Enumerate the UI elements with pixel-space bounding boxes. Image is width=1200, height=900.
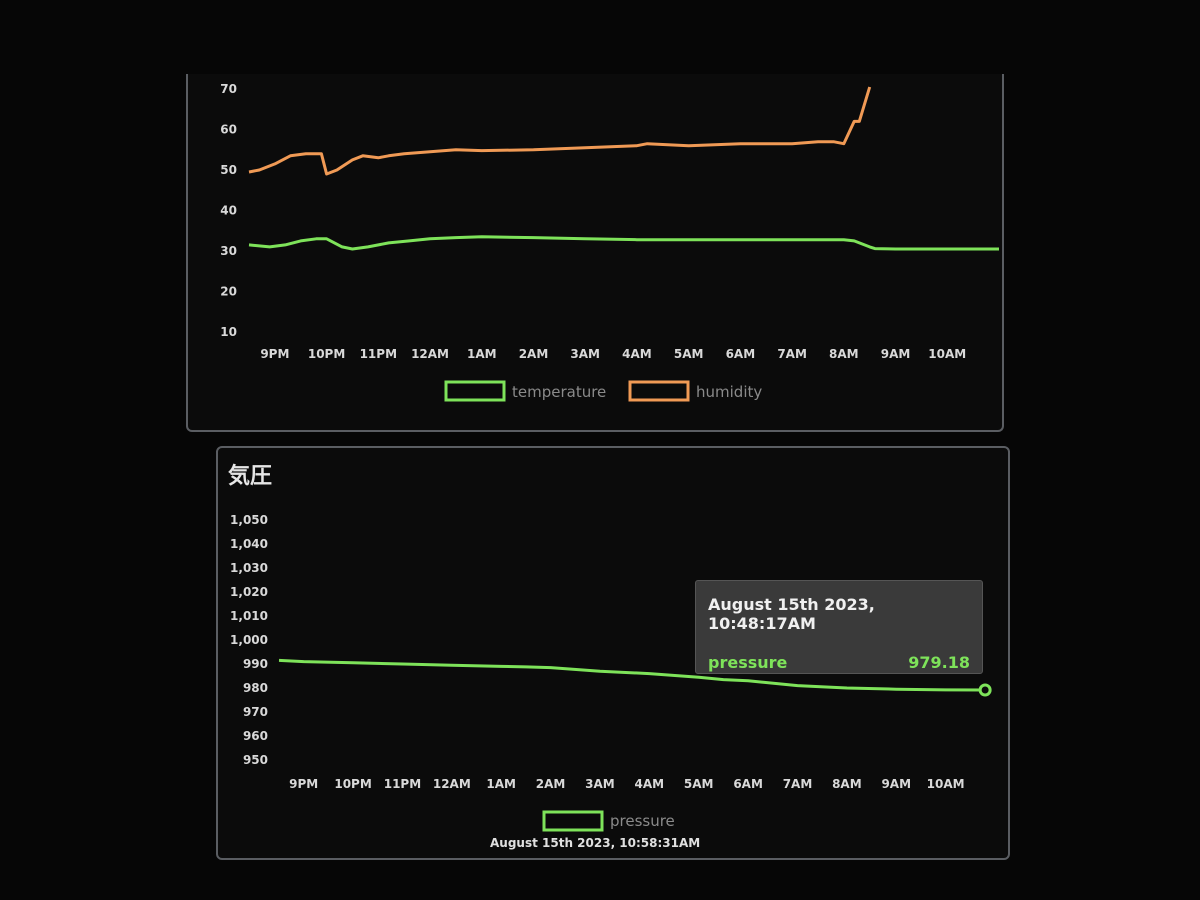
x-tick-label: 4AM xyxy=(622,347,652,361)
x-tick-label: 8AM xyxy=(832,777,862,791)
y-tick-label: 980 xyxy=(243,681,268,695)
series-line-temperature[interactable] xyxy=(248,235,999,251)
y-tick-label: 950 xyxy=(243,753,268,767)
legend-swatch-humidity[interactable] xyxy=(628,380,690,402)
x-tick-label: 3AM xyxy=(570,347,600,361)
x-tick-label: 1AM xyxy=(486,777,516,791)
x-tick-label: 3AM xyxy=(585,777,615,791)
series-line-humidity[interactable] xyxy=(248,86,872,176)
pressure-panel-title: 気圧 xyxy=(228,464,273,489)
temperature-humidity-chart[interactable]: 10 20 30 40 50 60 70 9PM 10PM 11PM 12AM 1AM 2AM 3AM 4… xyxy=(188,74,1002,430)
last-updated-timestamp: August 15th 2023, 10:58:31AM xyxy=(490,836,701,850)
y-tick-label: 990 xyxy=(243,657,268,671)
hover-point-pressure[interactable] xyxy=(978,683,992,697)
x-tick-label: 10AM xyxy=(927,777,965,791)
x-tick-label: 1AM xyxy=(467,347,497,361)
legend-label-pressure[interactable]: pressure xyxy=(610,812,675,830)
y-tick-label: 1,000 xyxy=(230,633,268,647)
x-tick-label: 7AM xyxy=(777,347,807,361)
tooltip-series-label: pressure xyxy=(708,653,788,672)
y-tick-label: 60 xyxy=(220,123,237,137)
x-tick-label: 2AM xyxy=(519,347,549,361)
tooltip-series-value: 979.18 xyxy=(908,653,970,672)
legend-swatch-pressure[interactable] xyxy=(542,810,604,832)
y-tick-label: 970 xyxy=(243,705,268,719)
x-tick-label: 9AM xyxy=(881,777,911,791)
y-tick-label: 1,030 xyxy=(230,561,268,575)
tooltip-timestamp: August 15th 2023, 10:48:17AM xyxy=(708,595,875,633)
y-tick-label: 1,010 xyxy=(230,609,268,623)
y-tick-label: 40 xyxy=(220,204,237,218)
x-tick-label: 10PM xyxy=(334,777,371,791)
legend-swatch-temperature[interactable] xyxy=(444,380,506,402)
x-tick-label: 12AM xyxy=(411,347,449,361)
x-tick-label: 6AM xyxy=(733,777,763,791)
x-tick-label: 12AM xyxy=(433,777,471,791)
x-tick-label: 11PM xyxy=(384,777,421,791)
x-tick-label: 10AM xyxy=(928,347,966,361)
pressure-chart[interactable]: 950 960 970 980 990 1,000 1,010 1,020 1,030 1,040… xyxy=(218,448,1008,858)
y-tick-label: 30 xyxy=(220,244,237,258)
x-tick-label: 10PM xyxy=(308,347,345,361)
x-tick-label: 4AM xyxy=(635,777,665,791)
x-tick-label: 5AM xyxy=(684,777,714,791)
legend-label-temperature[interactable]: temperature xyxy=(512,383,606,401)
hover-tooltip: August 15th 2023, 10:48:17AM pressure 97… xyxy=(695,580,983,674)
x-tick-label: 7AM xyxy=(783,777,813,791)
x-tick-label: 9PM xyxy=(260,347,289,361)
x-tick-label: 9AM xyxy=(881,347,911,361)
y-tick-label: 10 xyxy=(220,325,237,339)
y-tick-label: 1,020 xyxy=(230,585,268,599)
series-line-pressure[interactable] xyxy=(278,658,986,692)
y-tick-label: 20 xyxy=(220,285,237,299)
x-tick-label: 11PM xyxy=(360,347,397,361)
x-tick-label: 2AM xyxy=(536,777,566,791)
x-tick-label: 8AM xyxy=(829,347,859,361)
y-tick-label: 960 xyxy=(243,729,268,743)
y-tick-label: 1,040 xyxy=(230,537,268,551)
y-tick-label: 70 xyxy=(220,82,237,96)
legend-label-humidity[interactable]: humidity xyxy=(696,383,762,401)
x-tick-label: 5AM xyxy=(674,347,704,361)
x-tick-label: 6AM xyxy=(726,347,756,361)
x-tick-label: 9PM xyxy=(289,777,318,791)
y-tick-label: 1,050 xyxy=(230,513,268,527)
temperature-humidity-panel: 10 20 30 40 50 60 70 9PM 10PM 11PM 12AM 1AM 2AM 3AM 4… xyxy=(186,74,1004,432)
y-tick-label: 50 xyxy=(220,163,237,177)
